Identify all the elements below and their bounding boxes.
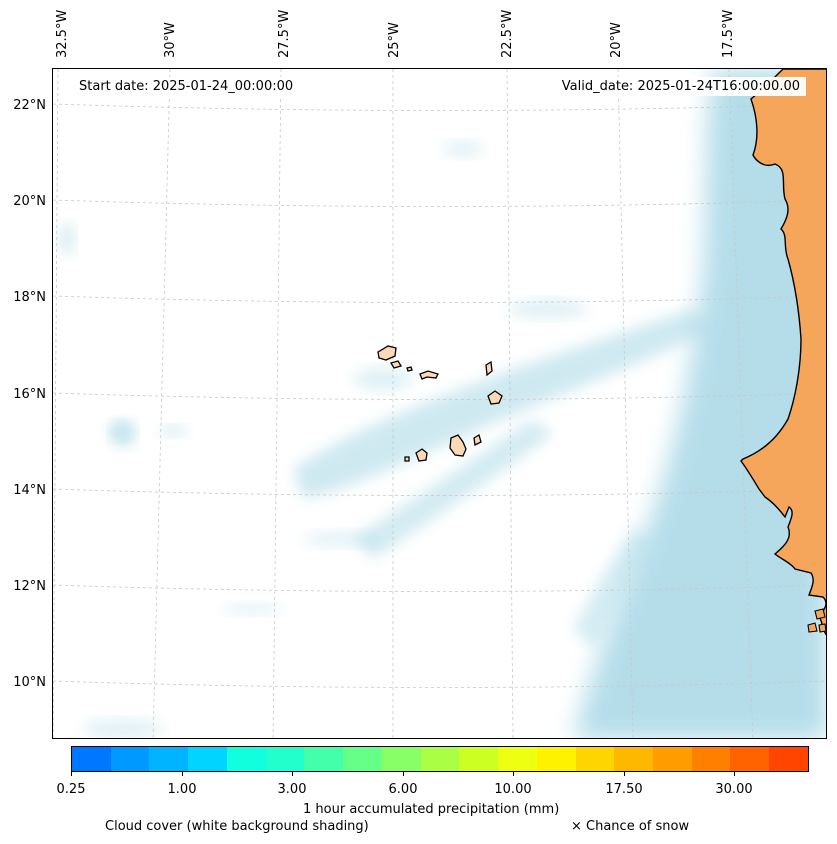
colorbar-segment-12	[536, 747, 576, 771]
colorbar-tickmark-0	[71, 772, 72, 776]
lon-label-22-5w: 22.5°W	[500, 9, 515, 58]
colorbar-segment-18	[769, 747, 808, 771]
lon-label-30w: 30°W	[163, 22, 178, 58]
colorbar-segment-13	[575, 747, 615, 771]
colorbar-tickmark-6	[734, 772, 735, 776]
colorbar-segment-5	[265, 747, 305, 771]
lon-label-27-5w: 27.5°W	[277, 9, 292, 58]
colorbar-tickmark-5	[624, 772, 625, 776]
colorbar-segment-0	[72, 747, 111, 771]
colorbar-tickmark-2	[292, 772, 293, 776]
valid-date-label: Valid_date: 2025-01-24T16:00:00.00	[555, 77, 806, 96]
island-sal	[485, 360, 493, 377]
island-sao-vicente	[390, 360, 402, 369]
lat-label-20n: 20°N	[13, 194, 46, 209]
precipitation-colorbar	[71, 746, 809, 772]
graticule	[53, 69, 826, 738]
bijagos-islands	[807, 608, 826, 633]
colorbar-segment-4	[226, 747, 266, 771]
colorbar-tick-17-50: 17.50	[605, 782, 643, 797]
island-sao-nicolau	[419, 370, 439, 380]
cape-verde-islands	[377, 345, 503, 462]
island-boa-vista	[487, 390, 503, 405]
map-canvas	[53, 69, 826, 738]
island-maio	[473, 434, 482, 446]
colorbar-label: 1 hour accumulated precipitation (mm)	[303, 802, 560, 817]
colorbar-segment-9	[420, 747, 460, 771]
colorbar-segment-6	[304, 747, 344, 771]
island-fogo	[415, 448, 428, 462]
colorbar-segment-11	[498, 747, 537, 771]
lon-label-32-5w: 32.5°W	[55, 9, 70, 58]
colorbar-segment-2	[149, 747, 189, 771]
colorbar-tick-30-00: 30.00	[715, 782, 753, 797]
lat-label-18n: 18°N	[13, 290, 46, 305]
lat-label-22n: 22°N	[13, 98, 46, 113]
colorbar-segment-7	[343, 747, 382, 771]
lon-label-20w: 20°W	[609, 22, 624, 58]
cloud-cover-shading	[59, 69, 826, 738]
colorbar-segment-14	[614, 747, 654, 771]
island-santa-luzia	[406, 366, 413, 372]
colorbar-segment-10	[459, 747, 499, 771]
colorbar-tick-0-25: 0.25	[56, 782, 86, 797]
lon-label-25w: 25°W	[387, 22, 402, 58]
lat-label-16n: 16°N	[13, 387, 46, 402]
lon-label-17-5w: 17.5°W	[721, 9, 736, 58]
cloud-cover-note: Cloud cover (white background shading)	[105, 819, 369, 834]
lat-label-10n: 10°N	[13, 675, 46, 690]
island-santiago	[449, 434, 467, 457]
colorbar-tick-6-00: 6.00	[388, 782, 418, 797]
island-santo-antao	[377, 345, 397, 361]
lat-label-12n: 12°N	[13, 579, 46, 594]
map-panel[interactable]: Start date: 2025-01-24_00:00:00 Valid_da…	[52, 68, 827, 739]
colorbar-tickmark-4	[513, 772, 514, 776]
colorbar-segment-17	[730, 747, 770, 771]
snow-chance-note: × Chance of snow	[571, 819, 690, 834]
colorbar-segment-3	[188, 747, 227, 771]
colorbar-tick-3-00: 3.00	[277, 782, 307, 797]
colorbar-tick-10-00: 10.00	[494, 782, 532, 797]
colorbar-tickmark-3	[403, 772, 404, 776]
colorbar-segment-16	[691, 747, 731, 771]
colorbar-tickmark-1	[182, 772, 183, 776]
start-date-label: Start date: 2025-01-24_00:00:00	[73, 77, 300, 96]
colorbar-tick-1-00: 1.00	[167, 782, 197, 797]
colorbar-segment-8	[381, 747, 421, 771]
lat-label-14n: 14°N	[13, 483, 46, 498]
africa-coastline	[740, 69, 826, 636]
colorbar-segment-15	[653, 747, 692, 771]
colorbar-segment-1	[110, 747, 150, 771]
island-brava	[404, 456, 410, 462]
